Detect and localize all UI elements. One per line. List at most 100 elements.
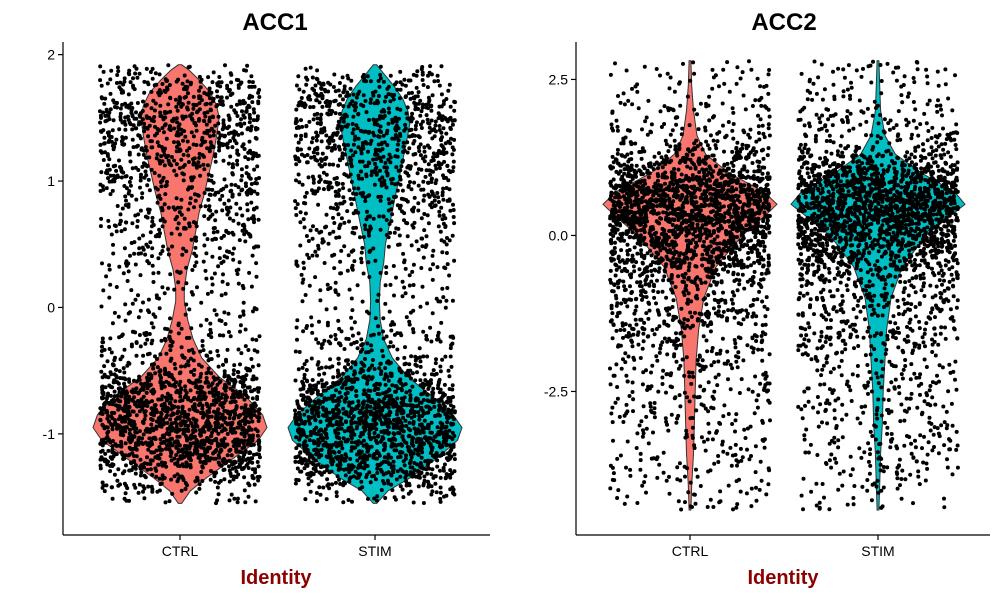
data-point-stim (390, 136, 395, 141)
data-point-stim (439, 143, 444, 148)
data-point-ctrl (209, 126, 214, 131)
data-point-ctrl (136, 122, 141, 127)
data-point-ctrl (169, 421, 174, 426)
data-point-ctrl (220, 423, 224, 428)
data-point-stim (311, 224, 315, 229)
data-point-stim (298, 434, 303, 439)
data-point-stim (377, 331, 381, 336)
data-point-ctrl (256, 99, 261, 104)
data-point-ctrl (168, 337, 173, 342)
data-point-stim (382, 415, 387, 420)
data-point-stim (420, 450, 425, 455)
data-point-stim (293, 481, 298, 486)
data-point-ctrl (187, 146, 192, 151)
data-point-stim (335, 474, 340, 479)
data-point-ctrl (194, 418, 199, 423)
data-point-ctrl (126, 361, 131, 366)
data-point-stim (389, 181, 394, 186)
data-point-ctrl (190, 117, 195, 122)
data-point-stim (374, 498, 379, 503)
data-point-stim (388, 360, 393, 365)
data-point-stim (436, 337, 441, 342)
data-point-stim (365, 378, 370, 383)
data-point-ctrl (105, 416, 110, 421)
data-point-ctrl (106, 375, 111, 380)
data-point-stim (360, 342, 365, 347)
data-point-ctrl (246, 466, 251, 470)
data-point-ctrl (174, 453, 179, 457)
data-point-stim (423, 435, 428, 439)
data-point-ctrl (221, 121, 226, 126)
data-point-ctrl (113, 422, 118, 426)
data-point-stim (407, 420, 412, 425)
data-point-ctrl (246, 438, 251, 443)
data-point-ctrl (106, 218, 111, 223)
data-point-ctrl (168, 454, 173, 459)
data-point-stim (340, 75, 345, 80)
data-point-stim (346, 253, 351, 258)
data-point-stim (373, 400, 378, 405)
data-point-stim (383, 403, 387, 408)
data-point-stim (429, 378, 433, 383)
data-point-stim (402, 211, 407, 216)
data-point-ctrl (145, 461, 150, 466)
data-point-stim (398, 427, 403, 432)
data-point-ctrl (109, 485, 114, 490)
data-point-stim (306, 418, 311, 423)
data-point-stim (324, 104, 329, 108)
data-point-ctrl (136, 293, 140, 298)
data-point-ctrl (165, 421, 170, 425)
data-point-stim (391, 264, 396, 268)
data-point-ctrl (129, 419, 134, 424)
data-point-ctrl (100, 480, 105, 485)
data-point-ctrl (109, 135, 114, 139)
data-point-ctrl (219, 429, 224, 434)
data-point-ctrl (118, 111, 123, 116)
data-point-ctrl (146, 308, 150, 313)
data-point-stim (430, 467, 435, 472)
data-point-stim (308, 433, 313, 438)
data-point-ctrl (101, 110, 106, 115)
data-point-stim (448, 449, 453, 454)
data-point-ctrl (103, 150, 107, 155)
data-point-stim (434, 490, 439, 495)
data-point-stim (368, 79, 373, 84)
data-point-ctrl (109, 179, 114, 184)
data-point-stim (361, 375, 366, 380)
data-point-ctrl (250, 337, 255, 342)
data-point-ctrl (111, 363, 116, 368)
data-point-ctrl (157, 72, 162, 77)
data-point-ctrl (214, 423, 219, 427)
data-point-stim (341, 104, 346, 109)
data-point-stim (438, 364, 443, 369)
data-point-stim (386, 452, 391, 457)
data-point-ctrl (217, 333, 222, 338)
data-point-ctrl (115, 65, 120, 70)
data-point-stim (421, 354, 426, 359)
data-point-stim (394, 477, 399, 482)
data-point-ctrl (243, 450, 248, 455)
data-point-ctrl (211, 115, 215, 120)
data-point-ctrl (257, 95, 262, 99)
data-point-stim (299, 96, 304, 100)
data-point-ctrl (102, 407, 107, 412)
data-point-stim (399, 164, 404, 169)
data-point-stim (297, 180, 302, 185)
data-point-stim (346, 174, 351, 179)
data-point-stim (315, 68, 320, 73)
data-point-stim (306, 395, 311, 400)
data-point-stim (395, 203, 400, 208)
data-point-stim (399, 333, 404, 338)
data-point-ctrl (199, 98, 204, 103)
data-point-ctrl (243, 155, 248, 160)
data-point-stim (437, 166, 442, 171)
data-point-ctrl (197, 453, 202, 457)
data-point-stim (338, 259, 343, 264)
data-point-ctrl (141, 152, 146, 157)
data-point-stim (398, 69, 403, 74)
data-point-ctrl (178, 394, 183, 399)
data-point-stim (318, 492, 323, 497)
data-point-stim (406, 91, 411, 96)
data-point-stim (373, 89, 378, 94)
data-point-ctrl (185, 107, 190, 112)
